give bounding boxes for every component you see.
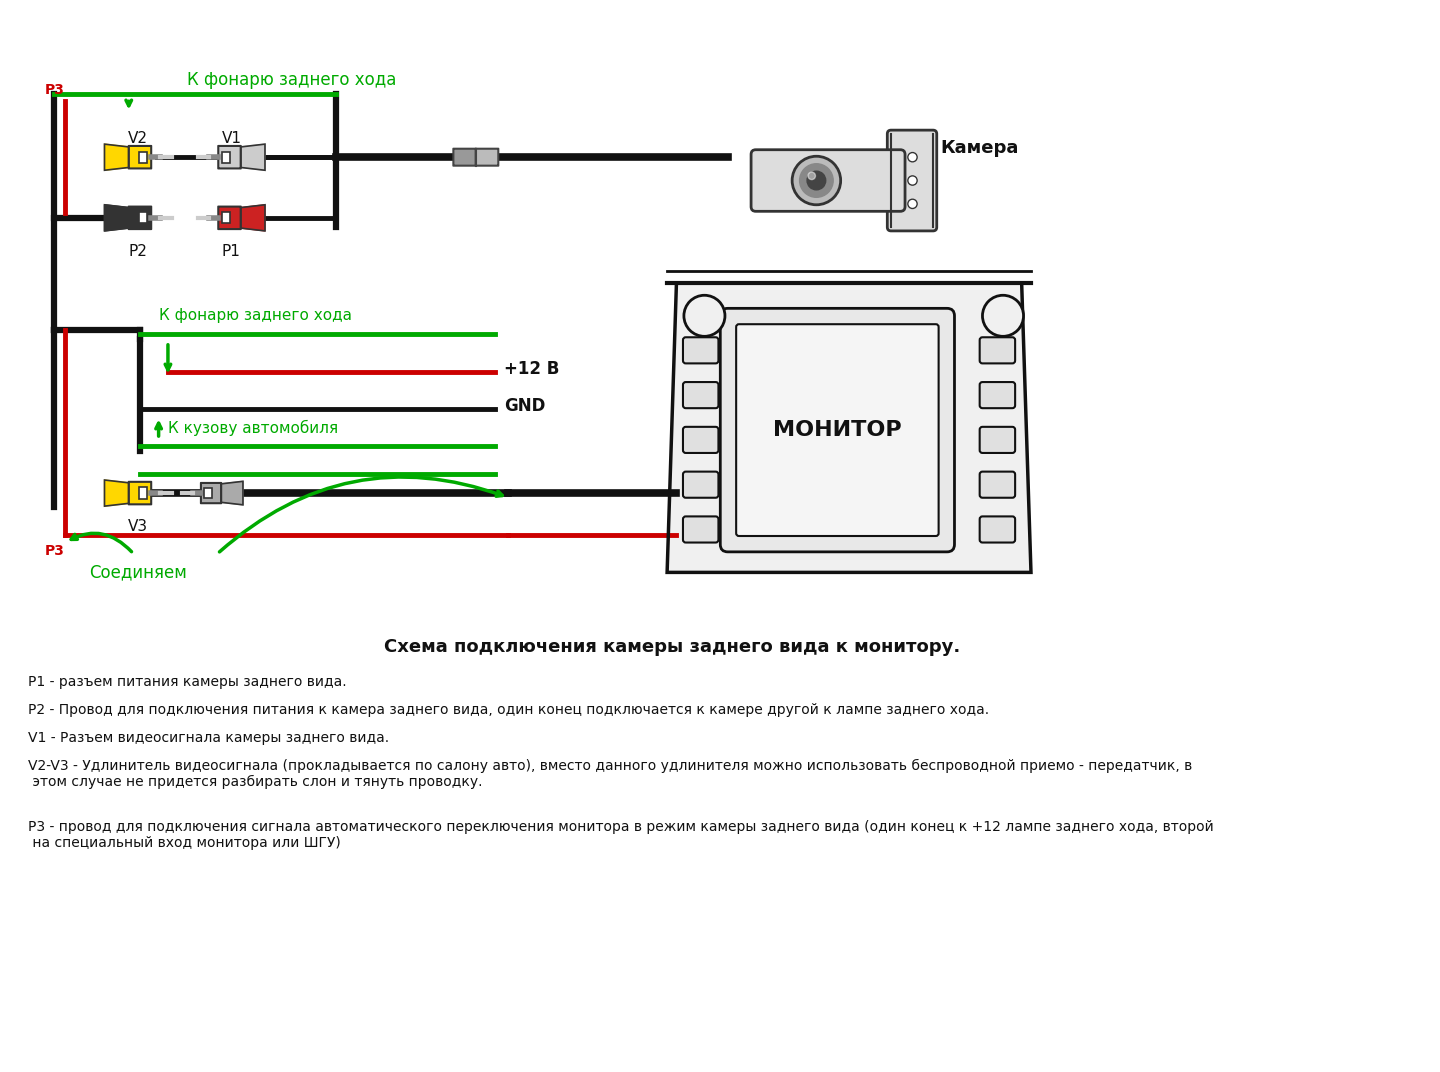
FancyBboxPatch shape bbox=[683, 472, 719, 497]
FancyBboxPatch shape bbox=[979, 517, 1015, 542]
Circle shape bbox=[799, 164, 834, 197]
FancyBboxPatch shape bbox=[887, 130, 937, 230]
Text: V1 - Разъем видеосигнала камеры заднего вида.: V1 - Разъем видеосигнала камеры заднего … bbox=[27, 731, 389, 745]
FancyBboxPatch shape bbox=[140, 212, 147, 223]
Text: GND: GND bbox=[504, 398, 546, 415]
Text: Р3 - провод для подключения сигнала автоматического переключения монитора в режи: Р3 - провод для подключения сигнала авто… bbox=[27, 820, 1214, 850]
FancyBboxPatch shape bbox=[720, 309, 955, 552]
FancyBboxPatch shape bbox=[736, 324, 939, 536]
FancyBboxPatch shape bbox=[140, 151, 147, 163]
FancyBboxPatch shape bbox=[219, 146, 240, 168]
FancyBboxPatch shape bbox=[219, 207, 240, 229]
Text: К фонарю заднего хода: К фонарю заднего хода bbox=[158, 309, 351, 324]
FancyBboxPatch shape bbox=[222, 212, 230, 223]
FancyBboxPatch shape bbox=[204, 488, 212, 498]
FancyBboxPatch shape bbox=[128, 207, 151, 229]
Circle shape bbox=[792, 157, 841, 205]
FancyBboxPatch shape bbox=[683, 338, 719, 363]
Text: V3: V3 bbox=[128, 519, 148, 534]
Text: МОНИТОР: МОНИТОР bbox=[773, 420, 901, 441]
FancyBboxPatch shape bbox=[128, 481, 151, 504]
FancyBboxPatch shape bbox=[683, 427, 719, 453]
FancyBboxPatch shape bbox=[202, 483, 222, 503]
Text: Схема подключения камеры заднего вида к монитору.: Схема подключения камеры заднего вида к … bbox=[383, 638, 960, 656]
Text: P2: P2 bbox=[128, 244, 147, 259]
Polygon shape bbox=[105, 144, 128, 170]
FancyBboxPatch shape bbox=[475, 149, 498, 166]
Polygon shape bbox=[240, 205, 265, 230]
Polygon shape bbox=[240, 144, 265, 170]
Text: P2 - Провод для подключения питания к камера заднего вида, один конец подключает: P2 - Провод для подключения питания к ка… bbox=[27, 703, 989, 717]
Text: P1 - разъем питания камеры заднего вида.: P1 - разъем питания камеры заднего вида. bbox=[27, 675, 347, 689]
Circle shape bbox=[907, 152, 917, 162]
FancyBboxPatch shape bbox=[683, 382, 719, 408]
FancyBboxPatch shape bbox=[454, 149, 475, 166]
Circle shape bbox=[808, 173, 815, 180]
Circle shape bbox=[806, 172, 825, 190]
Text: V2-V3 - Удлинитель видеосигнала (прокладывается по салону авто), вместо данного : V2-V3 - Удлинитель видеосигнала (проклад… bbox=[27, 759, 1192, 789]
FancyBboxPatch shape bbox=[979, 382, 1015, 408]
Circle shape bbox=[982, 295, 1024, 337]
Circle shape bbox=[907, 176, 917, 185]
Circle shape bbox=[907, 199, 917, 209]
FancyBboxPatch shape bbox=[979, 427, 1015, 453]
FancyBboxPatch shape bbox=[683, 517, 719, 542]
Polygon shape bbox=[105, 480, 128, 506]
Text: V1: V1 bbox=[222, 131, 242, 146]
Text: Соединяем: Соединяем bbox=[89, 563, 187, 581]
Polygon shape bbox=[222, 481, 243, 505]
Polygon shape bbox=[105, 205, 128, 230]
Circle shape bbox=[684, 295, 724, 337]
FancyBboxPatch shape bbox=[979, 472, 1015, 497]
Text: P1: P1 bbox=[222, 244, 240, 259]
FancyBboxPatch shape bbox=[140, 488, 147, 498]
FancyBboxPatch shape bbox=[222, 151, 230, 163]
Text: P3: P3 bbox=[45, 545, 65, 559]
Text: +12 В: +12 В bbox=[504, 360, 559, 378]
Text: К кузову автомобиля: К кузову автомобиля bbox=[168, 420, 338, 436]
Text: К фонарю заднего хода: К фонарю заднего хода bbox=[187, 72, 396, 89]
Text: V2: V2 bbox=[128, 131, 148, 146]
FancyBboxPatch shape bbox=[128, 146, 151, 168]
FancyBboxPatch shape bbox=[752, 150, 904, 211]
Text: P3: P3 bbox=[45, 83, 65, 96]
Polygon shape bbox=[667, 283, 1031, 572]
FancyBboxPatch shape bbox=[979, 338, 1015, 363]
Text: Камера: Камера bbox=[940, 138, 1020, 157]
